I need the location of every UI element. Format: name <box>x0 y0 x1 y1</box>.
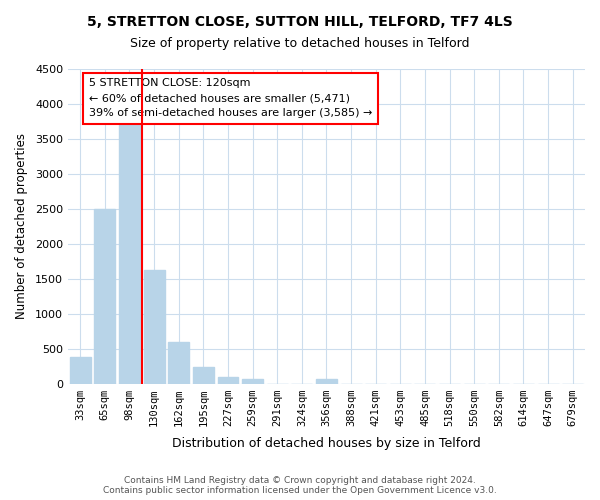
Bar <box>70 358 91 384</box>
Text: 5, STRETTON CLOSE, SUTTON HILL, TELFORD, TF7 4LS: 5, STRETTON CLOSE, SUTTON HILL, TELFORD,… <box>87 15 513 29</box>
Bar <box>193 367 214 384</box>
Text: Size of property relative to detached houses in Telford: Size of property relative to detached ho… <box>130 38 470 51</box>
Bar <box>218 376 238 384</box>
Text: Contains HM Land Registry data © Crown copyright and database right 2024.
Contai: Contains HM Land Registry data © Crown c… <box>103 476 497 495</box>
Text: 5 STRETTON CLOSE: 120sqm
← 60% of detached houses are smaller (5,471)
39% of sem: 5 STRETTON CLOSE: 120sqm ← 60% of detach… <box>89 78 372 118</box>
Y-axis label: Number of detached properties: Number of detached properties <box>15 134 28 320</box>
Bar <box>316 380 337 384</box>
Bar <box>94 209 115 384</box>
X-axis label: Distribution of detached houses by size in Telford: Distribution of detached houses by size … <box>172 437 481 450</box>
Bar <box>242 380 263 384</box>
Bar <box>168 342 189 384</box>
Bar <box>119 125 140 384</box>
Bar <box>143 270 164 384</box>
